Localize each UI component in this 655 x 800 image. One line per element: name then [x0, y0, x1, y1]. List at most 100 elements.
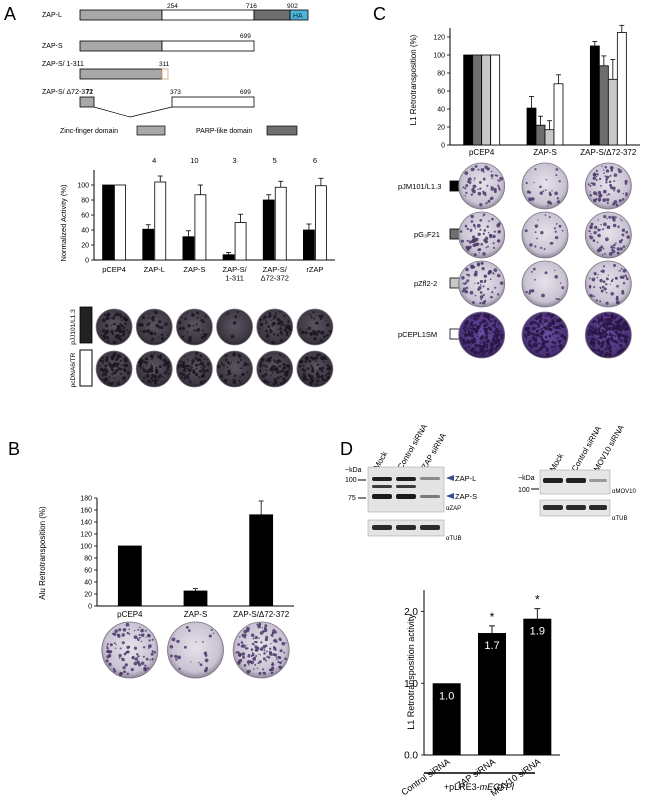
colony [562, 335, 567, 340]
colony [138, 633, 141, 636]
colony [608, 333, 612, 336]
marker-label: 100 [345, 477, 357, 484]
y-tick-label: 60 [437, 88, 445, 95]
colony [113, 352, 116, 355]
colony [589, 235, 594, 240]
colony [605, 291, 608, 294]
colony [181, 362, 184, 365]
colony [493, 187, 497, 192]
colony [535, 329, 540, 333]
colony [151, 379, 154, 382]
colony [264, 372, 268, 376]
colony [468, 247, 471, 250]
construct-zap-l-zinc-finger [79, 9, 163, 21]
colony [278, 656, 282, 660]
colony [278, 326, 283, 331]
colony [108, 662, 112, 667]
colony [149, 381, 152, 384]
colony [482, 232, 485, 235]
n-label: 5 [273, 156, 277, 165]
plate-row-swatch-black [79, 306, 93, 344]
bar [544, 129, 555, 146]
colony [592, 176, 597, 181]
colony [283, 315, 286, 318]
colony [276, 333, 280, 337]
colony [134, 657, 139, 661]
colony [595, 299, 598, 302]
colony [462, 282, 464, 285]
colony [107, 381, 111, 385]
colony [612, 316, 615, 320]
colony [489, 296, 492, 298]
colony [490, 196, 494, 200]
colony [554, 275, 558, 279]
colony [187, 366, 189, 368]
colony [556, 197, 560, 200]
colony [254, 663, 257, 666]
y-tick-label: 40 [84, 579, 92, 586]
colony [472, 235, 476, 239]
colony [299, 328, 302, 331]
colony [487, 318, 491, 321]
colony [128, 633, 131, 635]
colony [159, 354, 163, 358]
colony [471, 347, 475, 351]
colony [483, 171, 485, 173]
colony [156, 379, 159, 382]
colony [122, 326, 126, 330]
colony [304, 356, 308, 360]
colony [493, 230, 496, 233]
colony [497, 222, 501, 226]
band-arrow [446, 475, 454, 481]
colony [142, 646, 146, 649]
colony [463, 339, 466, 342]
colony [620, 218, 622, 220]
colony [619, 339, 623, 343]
colony [615, 297, 619, 301]
colony [119, 322, 121, 325]
colony [160, 325, 164, 330]
colony [558, 318, 562, 323]
colony [258, 671, 262, 675]
colony [134, 630, 136, 632]
colony [259, 361, 263, 365]
deletion-line [93, 106, 173, 118]
colony [593, 342, 596, 345]
colony [548, 327, 552, 331]
colony [487, 352, 490, 355]
colony [323, 361, 326, 363]
colony [540, 246, 543, 250]
colony [235, 651, 238, 654]
colony [146, 369, 150, 374]
colony [596, 173, 599, 176]
colony [271, 323, 275, 327]
colony [461, 289, 465, 293]
y-tick-label: 100 [80, 543, 92, 550]
colony [101, 357, 104, 360]
colony [560, 334, 564, 338]
bar [249, 514, 274, 607]
colony [141, 315, 146, 320]
colony [592, 320, 596, 323]
colony [472, 301, 475, 304]
colony [237, 643, 241, 646]
colony [554, 235, 559, 240]
colony [605, 181, 608, 184]
colony [194, 373, 199, 377]
colony [559, 328, 561, 330]
colony [119, 359, 122, 362]
colony [486, 313, 490, 318]
colony [614, 345, 616, 347]
colony [624, 328, 628, 331]
colony [286, 369, 290, 373]
colony [327, 376, 330, 378]
colony [309, 313, 312, 316]
colony [124, 663, 128, 667]
colony [598, 177, 602, 181]
colony [589, 184, 592, 187]
colony [288, 328, 292, 332]
colony [143, 377, 145, 380]
colony [616, 332, 620, 336]
colony [126, 672, 130, 676]
colony [239, 358, 242, 362]
